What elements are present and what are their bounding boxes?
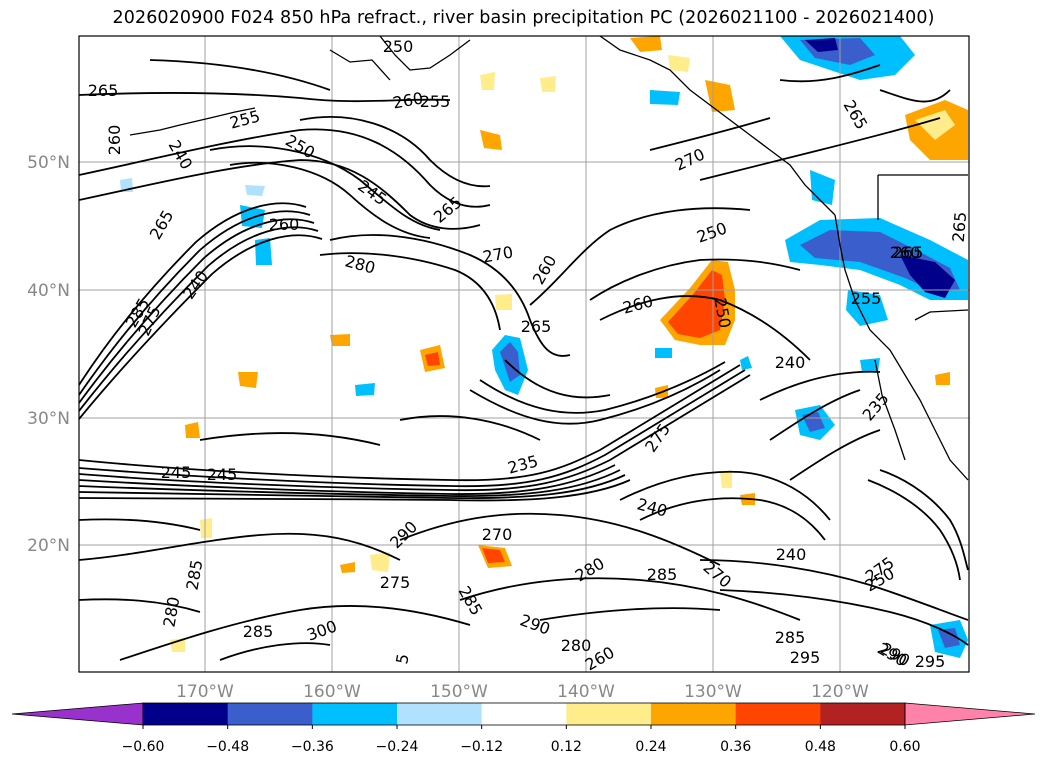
colorbar-bin xyxy=(397,703,483,725)
contour-label: 280 xyxy=(561,636,592,655)
contour-label: 245 xyxy=(161,463,192,482)
lon-label-140w: 140°W xyxy=(557,682,615,702)
contour-label: 245 xyxy=(207,465,238,484)
contour-label: 270 xyxy=(482,525,513,544)
contour-label: 265 xyxy=(949,211,971,243)
lon-label-170w: 170°W xyxy=(176,682,234,702)
lat-label-50n: 50°N xyxy=(27,153,70,173)
colorbar-tick-label: −0.24 xyxy=(376,739,419,755)
plot-frame xyxy=(78,35,970,673)
colorbar-bin xyxy=(735,703,821,725)
contour-label: 275 xyxy=(380,573,411,592)
colorbar-bin xyxy=(820,703,906,725)
map-title: 2026020900 F024 850 hPa refract., river … xyxy=(112,8,935,28)
contour-label: 265 xyxy=(893,243,924,262)
contour-label: 285 xyxy=(243,622,274,641)
colorbar-tick-label: 0.48 xyxy=(805,739,836,755)
colorbar-tick-label: 0.36 xyxy=(720,739,751,755)
colorbar-tick-label: −0.60 xyxy=(122,739,165,755)
contour-label: 255 xyxy=(420,92,451,111)
colorbar-tick-label: 0.60 xyxy=(889,739,920,755)
colorbar-extend-high xyxy=(904,702,1036,726)
colorbar-tick-label: 0.24 xyxy=(635,739,666,755)
colorbar-tick-label: −0.36 xyxy=(291,739,334,755)
contour-label: 260 xyxy=(105,125,124,156)
refractivity-contours xyxy=(79,59,969,661)
lon-label-130w: 130°W xyxy=(684,682,742,702)
contour-label: 265 xyxy=(88,81,119,100)
colorbar-bin xyxy=(481,703,567,725)
lat-label-40n: 40°N xyxy=(27,281,70,301)
colorbar-tick-label: 0.12 xyxy=(551,739,582,755)
colorbar-bin xyxy=(651,703,737,725)
lon-label-160w: 160°W xyxy=(303,682,361,702)
contour-label: 250 xyxy=(383,37,414,56)
contour-label: 285 xyxy=(775,628,806,647)
contour-label: 295 xyxy=(915,652,946,671)
colorbar-bin xyxy=(227,703,313,725)
colorbar-extend-low xyxy=(11,702,144,726)
contour-label: 285 xyxy=(647,565,678,584)
contour-label: 295 xyxy=(790,648,821,667)
contour-label: 260 xyxy=(269,215,300,234)
colorbar-tick-label: −0.48 xyxy=(206,739,249,755)
colorbar-bin xyxy=(566,703,652,725)
lat-label-20n: 20°N xyxy=(27,536,70,556)
coastlines xyxy=(129,36,969,481)
colorbar-outline xyxy=(142,702,906,726)
colorbar-bin xyxy=(143,703,229,725)
contour-label: 260 xyxy=(890,243,921,262)
colorbar-tick-label: −0.12 xyxy=(460,739,503,755)
lon-label-120w: 120°W xyxy=(811,682,869,702)
contour-label: 255 xyxy=(851,289,882,308)
contour-label: 265 xyxy=(521,317,552,336)
lon-label-150w: 150°W xyxy=(430,682,488,702)
contour-label: 240 xyxy=(775,353,806,372)
colorbar-bin xyxy=(312,703,398,725)
colorbar-ticks: −0.60 −0.48 −0.36 −0.24 −0.12 0.12 0.24 0.36 0.4… xyxy=(122,725,921,755)
colorbar xyxy=(11,702,1036,726)
contour-label: 5 xyxy=(392,652,412,665)
graticule xyxy=(79,36,969,672)
lat-label-30n: 30°N xyxy=(27,409,70,429)
contour-label: 240 xyxy=(776,545,807,564)
